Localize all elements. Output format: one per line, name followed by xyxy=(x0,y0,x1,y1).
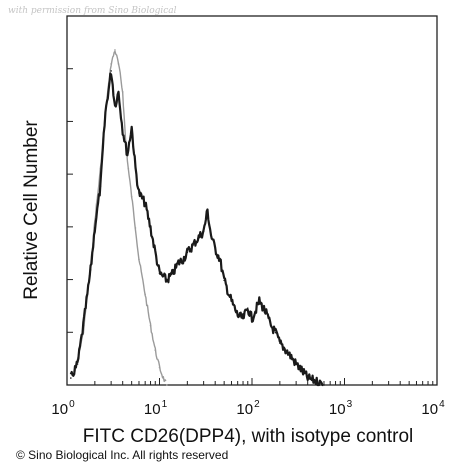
sample-point xyxy=(214,248,216,250)
sample-point xyxy=(301,370,304,372)
isotype-point xyxy=(121,91,124,93)
isotype-point xyxy=(110,63,112,65)
sample-point xyxy=(104,111,107,114)
sample-point xyxy=(186,251,189,254)
sample-point xyxy=(202,230,205,233)
x-tick-label: 104 xyxy=(421,399,445,418)
y-axis-ticks xyxy=(67,68,73,333)
sample-point xyxy=(166,279,168,282)
sample-point xyxy=(130,125,133,128)
sample-point xyxy=(158,272,161,275)
isotype-point xyxy=(117,63,120,65)
sample-point xyxy=(295,363,297,365)
isotype-point xyxy=(138,258,140,261)
sample-point xyxy=(177,262,180,264)
sample-point xyxy=(89,269,92,271)
sample-point xyxy=(264,310,267,313)
sample-point xyxy=(182,258,184,261)
sample-point xyxy=(70,377,72,379)
sample-point xyxy=(306,377,309,379)
sample-point xyxy=(121,129,124,132)
isotype-point xyxy=(166,384,168,386)
sample-point xyxy=(230,300,233,303)
sample-point xyxy=(242,317,244,320)
isotype-point xyxy=(144,293,146,296)
sample-point xyxy=(117,91,120,93)
sample-point xyxy=(315,380,318,383)
sample-point xyxy=(323,384,325,386)
isotype-series xyxy=(73,49,168,386)
sample-point xyxy=(274,331,277,334)
x-axis-ticks xyxy=(66,378,434,385)
plot-frame xyxy=(66,15,438,386)
isotype-point xyxy=(154,349,157,351)
sample-point xyxy=(134,167,137,170)
sample-point xyxy=(279,342,281,344)
sample-point xyxy=(94,227,96,229)
isotype-point xyxy=(130,195,133,198)
sample-point xyxy=(99,185,102,187)
sample-point xyxy=(210,234,212,236)
sample-point xyxy=(197,237,199,240)
x-tick-label: 103 xyxy=(329,399,353,418)
isotype-point xyxy=(158,366,161,369)
x-tick-label: 100 xyxy=(51,399,75,418)
sample-point xyxy=(154,251,157,254)
sample-point xyxy=(82,324,85,327)
sample-point xyxy=(192,244,194,247)
sample-point xyxy=(251,317,253,320)
x-tick-label: 101 xyxy=(144,399,168,418)
sample-point xyxy=(172,272,174,275)
sample-point xyxy=(144,202,146,205)
y-axis-title: Relative Cell Number xyxy=(21,120,42,300)
series-layer xyxy=(69,49,325,387)
x-tick-label: 102 xyxy=(236,399,260,418)
copyright-notice: © Sino Biological Inc. All rights reserv… xyxy=(16,448,228,462)
sample-point xyxy=(110,70,112,72)
sample-point xyxy=(236,314,239,317)
sample-line xyxy=(69,72,324,387)
sample-point xyxy=(126,153,129,156)
isotype-point xyxy=(162,377,165,379)
sample-point xyxy=(138,192,140,194)
sample-series xyxy=(69,70,325,387)
sample-point xyxy=(206,209,209,212)
x-axis-title: FITC CD26(DPP4), with isotype control xyxy=(83,426,414,447)
sample-point xyxy=(270,324,272,327)
sample-point xyxy=(149,227,152,229)
isotype-point xyxy=(149,324,152,327)
watermark-text: with permission from Sino Biological xyxy=(8,6,177,16)
sample-point xyxy=(288,352,290,355)
sample-point xyxy=(219,258,221,261)
isotype-point xyxy=(127,167,130,170)
x-tick-labels: 100 101 102 103 104 xyxy=(51,399,445,418)
sample-point xyxy=(223,279,225,282)
sample-point xyxy=(114,105,116,107)
sample-point xyxy=(258,300,261,303)
isotype-point xyxy=(114,49,116,51)
sample-point xyxy=(246,307,249,310)
sample-point xyxy=(76,363,79,365)
isotype-point xyxy=(134,227,137,229)
